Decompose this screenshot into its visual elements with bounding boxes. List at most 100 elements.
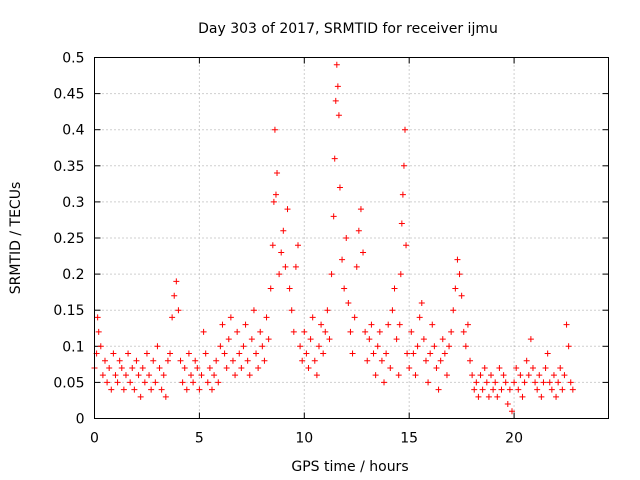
data-point xyxy=(244,357,251,364)
data-point xyxy=(548,386,555,393)
data-point xyxy=(488,372,495,379)
data-point xyxy=(171,292,178,299)
data-point xyxy=(332,97,339,104)
data-point xyxy=(567,379,574,386)
data-point xyxy=(208,386,215,393)
data-point xyxy=(563,321,570,328)
data-point xyxy=(399,191,406,198)
data-point xyxy=(527,336,534,343)
data-point xyxy=(534,386,541,393)
data-point xyxy=(540,379,547,386)
data-point xyxy=(433,364,440,371)
data-point xyxy=(272,191,279,198)
data-point xyxy=(398,220,405,227)
y-tick-label: 0.5 xyxy=(62,51,84,67)
data-point xyxy=(536,372,543,379)
data-point xyxy=(569,386,576,393)
data-point xyxy=(221,350,228,357)
plot-frame xyxy=(94,57,609,419)
data-point xyxy=(357,206,364,213)
data-point xyxy=(446,343,453,350)
data-point xyxy=(494,393,501,400)
data-point xyxy=(427,350,434,357)
data-point xyxy=(315,343,322,350)
data-point xyxy=(331,155,338,162)
data-point xyxy=(169,314,176,321)
data-point xyxy=(242,321,249,328)
data-point xyxy=(286,285,293,292)
data-point xyxy=(133,357,140,364)
data-point xyxy=(387,364,394,371)
data-point xyxy=(462,343,469,350)
data-point xyxy=(397,271,404,278)
data-point xyxy=(259,343,266,350)
data-point xyxy=(284,206,291,213)
data-point xyxy=(118,364,125,371)
data-point xyxy=(267,285,274,292)
data-point xyxy=(122,372,129,379)
data-point xyxy=(322,328,329,335)
data-point xyxy=(112,372,119,379)
x-tick-label: 10 xyxy=(295,431,313,447)
data-point xyxy=(179,379,186,386)
data-point xyxy=(326,336,333,343)
data-point xyxy=(483,379,490,386)
data-point xyxy=(278,249,285,256)
data-point xyxy=(280,227,287,234)
data-point xyxy=(236,350,243,357)
data-point xyxy=(99,372,106,379)
data-point xyxy=(381,379,388,386)
data-point xyxy=(492,379,499,386)
data-point xyxy=(274,170,281,177)
data-point xyxy=(160,372,167,379)
data-point xyxy=(307,336,314,343)
data-point xyxy=(104,379,111,386)
data-point xyxy=(101,357,108,364)
data-point xyxy=(351,314,358,321)
data-point xyxy=(146,372,153,379)
data-point xyxy=(154,343,161,350)
data-point xyxy=(550,372,557,379)
data-point xyxy=(269,242,276,249)
data-point xyxy=(347,328,354,335)
data-point xyxy=(202,350,209,357)
data-point xyxy=(255,364,262,371)
data-point xyxy=(120,386,127,393)
data-point xyxy=(114,379,121,386)
data-point xyxy=(333,61,340,68)
data-point xyxy=(437,357,444,364)
data-point xyxy=(513,364,520,371)
data-point xyxy=(292,263,299,270)
data-point xyxy=(324,307,331,314)
data-point xyxy=(546,379,553,386)
data-point xyxy=(393,336,400,343)
data-point xyxy=(135,372,142,379)
y-tick-label: 0.1 xyxy=(62,339,84,355)
data-point xyxy=(475,393,482,400)
data-point xyxy=(196,386,203,393)
y-axis-label: SRMTID / TECUs xyxy=(8,182,24,295)
data-point xyxy=(108,386,115,393)
data-point xyxy=(282,263,289,270)
data-point xyxy=(525,372,532,379)
data-point xyxy=(227,314,234,321)
data-point xyxy=(353,263,360,270)
data-point xyxy=(232,372,239,379)
data-point xyxy=(127,379,134,386)
data-point xyxy=(460,328,467,335)
data-point xyxy=(439,336,446,343)
data-point xyxy=(355,227,362,234)
data-point xyxy=(422,357,429,364)
data-point xyxy=(544,350,551,357)
data-point xyxy=(498,386,505,393)
data-point xyxy=(240,343,247,350)
data-point xyxy=(223,364,230,371)
data-point xyxy=(366,336,373,343)
data-point xyxy=(253,350,260,357)
data-point xyxy=(479,386,486,393)
data-point xyxy=(301,328,308,335)
data-point xyxy=(452,285,459,292)
data-point xyxy=(448,328,455,335)
data-point xyxy=(561,372,568,379)
